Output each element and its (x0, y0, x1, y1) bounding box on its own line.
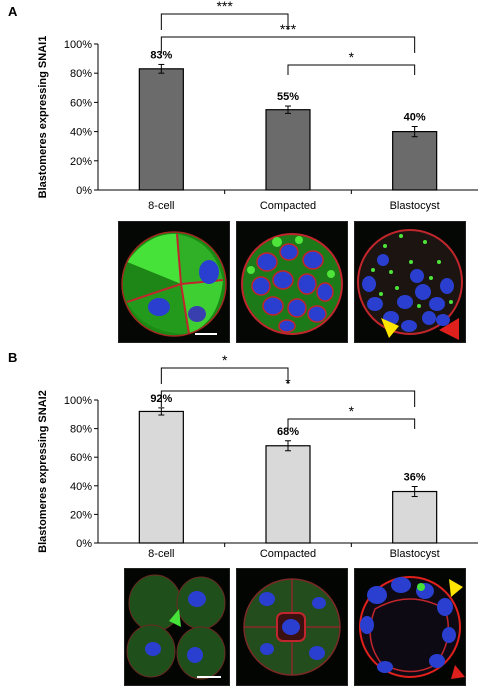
bracket-line (160, 367, 289, 384)
yellow-arrowhead-icon (381, 318, 399, 338)
y-tick-label: 100% (64, 39, 92, 51)
significance-label: * (222, 352, 228, 368)
significance-label: * (285, 375, 291, 391)
micrograph-compacted-snai2 (236, 568, 348, 686)
micrograph-blastocyst-snai1 (354, 221, 466, 343)
red-arrowhead-icon (439, 318, 459, 340)
significance-label: *** (280, 21, 297, 37)
micrograph-blastocyst-snai2 (354, 568, 466, 686)
data-label: 36% (404, 472, 426, 484)
yellow-arrowhead-icon (449, 579, 463, 597)
significance-bracket: * (287, 403, 416, 429)
category-label: Compacted (260, 200, 316, 212)
micrograph-compacted-snai1 (236, 221, 348, 343)
significance-bracket: * (160, 375, 416, 407)
bar-2 (265, 445, 311, 544)
micrograph-8-cell-snai2 (124, 568, 230, 686)
y-tick-label: 80% (70, 424, 92, 436)
y-tick-label: 80% (70, 68, 92, 80)
category-label: 8-cell (148, 548, 174, 560)
y-tick-label: 0% (76, 185, 92, 197)
y-tick-label: 100% (64, 395, 92, 407)
y-tick-label: 20% (70, 156, 92, 168)
data-label: 55% (277, 91, 299, 103)
y-axis-label: Blastomeres expressing SNAI1 (37, 36, 49, 199)
bar-3 (392, 490, 438, 544)
category-label: Blastocyst (390, 200, 440, 212)
category-label: Blastocyst (390, 548, 440, 560)
y-axis-label: Blastomeres expressing SNAI2 (37, 390, 49, 553)
data-label: 40% (404, 111, 426, 123)
micrograph-8-cell-snai1 (118, 221, 230, 343)
bracket-line (160, 13, 289, 30)
significance-label: * (349, 49, 355, 65)
category-label: 8-cell (148, 200, 174, 212)
significance-bracket: * (287, 49, 416, 75)
panel-b: B 0% 20% 40% 60% 80% 100% Blastomeres expressi… (0, 346, 504, 692)
panel-letter-b: B (8, 350, 18, 365)
y-tick-label: 0% (76, 538, 92, 550)
bracket-line (160, 390, 416, 407)
bar-3 (392, 131, 438, 191)
significance-bracket: *** (160, 21, 416, 53)
y-tick-label: 40% (70, 481, 92, 493)
bracket-line (160, 36, 416, 53)
y-tick-label: 60% (70, 452, 92, 464)
bar-1 (138, 410, 184, 544)
panel-letter-a: A (8, 4, 18, 19)
data-label: 83% (150, 49, 172, 61)
significance-label: *** (216, 0, 233, 14)
significance-bracket: *** (160, 0, 289, 30)
bar-2 (265, 109, 311, 191)
category-label: Compacted (260, 548, 316, 560)
y-tick-label: 60% (70, 97, 92, 109)
significance-label: * (349, 403, 355, 419)
chart-snai2: 0% 20% 40% 60% 80% 100% Blastomeres expressing… (37, 352, 478, 560)
red-arrowhead-icon (451, 665, 465, 679)
bracket-line (287, 64, 416, 75)
significance-bracket: * (160, 352, 289, 384)
bar-1 (138, 68, 184, 191)
panel-a: A 0% 20% 40% 60% 80% 100% Blastomeres expressi… (8, 0, 478, 343)
data-label: 68% (277, 426, 299, 438)
y-tick-label: 40% (70, 127, 92, 139)
bracket-line (287, 418, 416, 429)
y-tick-label: 20% (70, 509, 92, 521)
chart-snai1: 0% 20% 40% 60% 80% 100% Blastomeres expressing… (37, 0, 478, 212)
